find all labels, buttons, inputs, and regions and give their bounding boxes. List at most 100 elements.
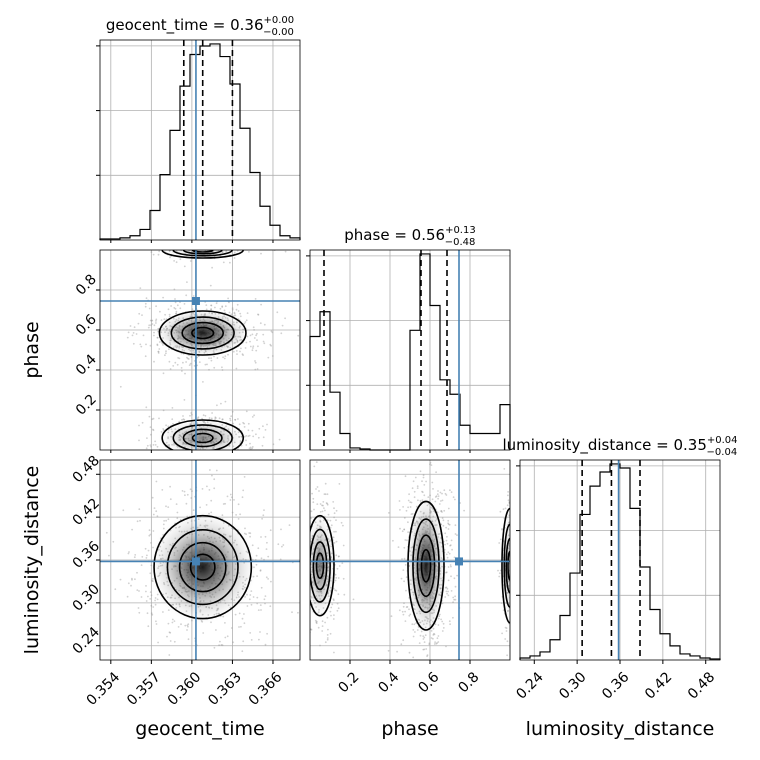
sample-point: [453, 556, 456, 559]
sample-point: [181, 370, 183, 372]
sample-point: [303, 553, 305, 555]
sample-point: [416, 485, 419, 488]
sample-point: [499, 510, 502, 513]
sample-point: [388, 512, 390, 514]
sample-point: [326, 503, 329, 506]
sample-point: [165, 505, 167, 508]
sample-point: [155, 322, 157, 324]
sample-point: [186, 493, 189, 496]
sample-point: [446, 556, 449, 559]
sample-point: [502, 508, 505, 511]
sample-point: [333, 507, 335, 510]
sample-point: [270, 344, 272, 347]
sample-point: [305, 523, 307, 525]
sample-point: [230, 242, 232, 244]
sample-point: [418, 642, 421, 644]
sample-point: [252, 435, 255, 438]
sample-point: [192, 509, 195, 511]
contour-line: [158, 310, 247, 356]
sample-point: [313, 465, 316, 468]
sample-point: [154, 248, 156, 250]
sample-point: [330, 614, 332, 617]
sample-point: [308, 581, 310, 583]
sample-point: [176, 304, 179, 307]
sample-point: [136, 571, 138, 574]
xtick-label-geocent_time: 0.366: [246, 669, 286, 709]
sample-point: [417, 662, 419, 664]
sample-point: [276, 311, 279, 314]
sample-point: [181, 490, 184, 492]
sample-point: [183, 303, 186, 305]
sample-point: [514, 526, 516, 528]
sample-point: [156, 343, 159, 346]
sample-point: [302, 567, 304, 569]
sample-point: [264, 643, 267, 646]
sample-point: [422, 474, 425, 476]
sample-point: [182, 415, 184, 417]
sample-point: [267, 555, 270, 558]
sample-point: [205, 304, 208, 306]
sample-point: [452, 601, 454, 603]
sample-point: [342, 577, 345, 580]
sample-point: [243, 248, 245, 250]
sample-point: [171, 418, 174, 421]
sample-point: [187, 625, 189, 628]
sample-point: [202, 632, 205, 634]
sample-point: [184, 372, 186, 375]
sample-point: [441, 499, 444, 502]
sample-point: [227, 297, 230, 300]
contour-line: [191, 432, 214, 444]
sample-point: [512, 621, 514, 623]
sample-point: [408, 608, 410, 611]
sample-point: [145, 557, 148, 559]
sample-point: [428, 664, 430, 666]
sample-point: [209, 455, 211, 457]
sample-point: [403, 546, 406, 549]
sample-point: [454, 498, 456, 501]
sample-point: [236, 245, 238, 247]
sample-point: [151, 613, 154, 616]
sample-point: [208, 458, 210, 460]
sample-point: [327, 628, 329, 631]
ytick-label-phase: 0.2: [73, 392, 100, 419]
yaxis-label-luminosity_distance: luminosity_distance: [21, 466, 43, 655]
sample-point: [352, 598, 355, 601]
sample-point: [281, 324, 284, 327]
sample-point: [215, 302, 218, 305]
sample-point: [139, 519, 141, 522]
sample-point: [245, 444, 248, 446]
sample-point: [213, 366, 216, 369]
sample-point: [209, 284, 212, 287]
sample-point: [263, 598, 266, 601]
sample-point: [450, 575, 452, 578]
sample-point: [326, 616, 329, 619]
sample-point: [216, 357, 219, 359]
sample-point: [249, 448, 252, 450]
contour-line: [412, 518, 440, 614]
sample-point: [446, 587, 449, 590]
sample-point: [229, 417, 232, 420]
sample-point: [437, 495, 440, 497]
sample-point: [257, 345, 259, 348]
sample-point: [264, 535, 267, 538]
sample-point: [152, 530, 155, 532]
contour-line: [189, 553, 216, 581]
sample-point: [164, 354, 166, 357]
sample-point: [401, 610, 404, 613]
sample-point: [258, 427, 261, 430]
sample-point: [157, 350, 160, 353]
sample-point: [399, 527, 401, 530]
sample-point: [452, 496, 455, 499]
sample-point: [514, 648, 516, 650]
sample-point: [183, 451, 185, 453]
contour-line: [407, 500, 445, 631]
sample-point: [132, 332, 135, 334]
sample-point: [147, 625, 150, 628]
sample-point: [511, 523, 513, 525]
sample-point: [301, 569, 303, 571]
sample-point: [516, 543, 518, 545]
sample-point: [434, 496, 437, 498]
ytick-label-luminosity_distance: 0.30: [70, 581, 103, 614]
sample-point: [305, 512, 307, 514]
sample-point: [245, 410, 248, 413]
